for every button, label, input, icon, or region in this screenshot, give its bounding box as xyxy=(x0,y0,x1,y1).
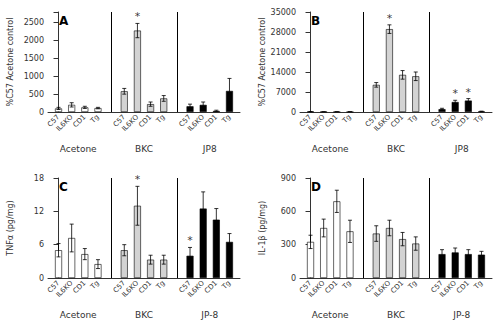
svg-text:JP-8: JP-8 xyxy=(452,310,470,320)
svg-text:*: * xyxy=(466,86,472,99)
svg-text:Tg: Tg xyxy=(406,113,419,126)
svg-text:BKC: BKC xyxy=(387,144,405,154)
svg-text:*: * xyxy=(187,234,193,247)
svg-text:C57: C57 xyxy=(363,113,380,129)
svg-text:D: D xyxy=(311,180,321,194)
svg-text:CD1: CD1 xyxy=(72,113,88,129)
svg-text:*: * xyxy=(135,173,141,186)
svg-text:Acetone: Acetone xyxy=(312,310,349,320)
svg-text:Tg: Tg xyxy=(472,113,485,126)
svg-text:BKC: BKC xyxy=(135,144,153,154)
svg-text:TNFα (pg/mg): TNFα (pg/mg) xyxy=(6,200,15,256)
svg-text:JP8: JP8 xyxy=(202,144,217,154)
svg-text:A: A xyxy=(59,14,69,28)
svg-text:C57: C57 xyxy=(429,113,445,129)
svg-text:Tg: Tg xyxy=(88,113,101,126)
svg-text:IL6KO: IL6KO xyxy=(438,279,458,299)
svg-text:C57: C57 xyxy=(177,279,193,295)
svg-text:2000: 2000 xyxy=(24,36,44,45)
svg-text:Tg: Tg xyxy=(154,113,167,126)
svg-text:IL6KO: IL6KO xyxy=(306,279,327,299)
svg-text:CD1: CD1 xyxy=(324,279,340,295)
svg-text:C57: C57 xyxy=(111,279,128,295)
svg-text:6: 6 xyxy=(39,240,44,249)
svg-text:Tg: Tg xyxy=(340,279,353,292)
svg-text:1500: 1500 xyxy=(24,54,44,63)
svg-text:600: 600 xyxy=(281,207,296,216)
svg-text:C57: C57 xyxy=(177,113,193,129)
svg-text:18: 18 xyxy=(34,174,44,183)
svg-text:C57: C57 xyxy=(298,279,314,295)
svg-text:CD1: CD1 xyxy=(389,279,405,295)
svg-text:CD1: CD1 xyxy=(455,279,471,295)
svg-text:7000: 7000 xyxy=(276,88,296,97)
svg-text:0: 0 xyxy=(39,108,44,117)
svg-text:Acetone: Acetone xyxy=(60,144,97,154)
svg-text:JP8: JP8 xyxy=(454,144,469,154)
svg-text:IL6KO: IL6KO xyxy=(372,113,393,133)
svg-text:0: 0 xyxy=(291,274,296,283)
svg-text:CD1: CD1 xyxy=(203,279,219,295)
svg-text:IL6KO: IL6KO xyxy=(372,279,393,299)
svg-text:Tg: Tg xyxy=(220,279,233,292)
svg-text:Tg: Tg xyxy=(472,279,485,292)
svg-text:IL6KO: IL6KO xyxy=(306,113,327,133)
svg-text:21000: 21000 xyxy=(271,48,296,57)
svg-text:CD1: CD1 xyxy=(455,113,471,129)
svg-text:14000: 14000 xyxy=(271,68,296,77)
svg-text:IL6KO: IL6KO xyxy=(120,113,141,133)
svg-text:JP-8: JP-8 xyxy=(200,310,218,320)
svg-text:0: 0 xyxy=(39,274,44,283)
svg-text:*: * xyxy=(387,12,393,25)
svg-text:CD1: CD1 xyxy=(324,113,340,129)
svg-text:500: 500 xyxy=(29,90,44,99)
svg-text:Tg: Tg xyxy=(154,279,167,292)
svg-text:35000: 35000 xyxy=(271,8,296,17)
svg-text:C: C xyxy=(59,180,68,194)
svg-text:C57: C57 xyxy=(298,113,314,129)
svg-text:CD1: CD1 xyxy=(203,113,219,129)
svg-text:CD1: CD1 xyxy=(137,279,153,295)
svg-text:C57: C57 xyxy=(46,279,62,295)
svg-text:%C57 Acetone control: %C57 Acetone control xyxy=(258,18,267,107)
svg-text:Tg: Tg xyxy=(406,279,419,292)
svg-text:C57: C57 xyxy=(363,279,380,295)
svg-text:Tg: Tg xyxy=(220,113,233,126)
svg-text:Tg: Tg xyxy=(88,279,101,292)
svg-text:%C57 Acetone control: %C57 Acetone control xyxy=(6,18,15,107)
svg-text:B: B xyxy=(311,14,320,28)
svg-text:Tg: Tg xyxy=(340,113,353,126)
svg-text:CD1: CD1 xyxy=(389,113,405,129)
svg-text:IL6KO: IL6KO xyxy=(438,113,458,133)
svg-text:12: 12 xyxy=(34,207,44,216)
svg-text:Acetone: Acetone xyxy=(60,310,97,320)
svg-text:1000: 1000 xyxy=(24,72,44,81)
svg-text:BKC: BKC xyxy=(387,310,405,320)
svg-text:28000: 28000 xyxy=(271,28,296,37)
svg-text:CD1: CD1 xyxy=(137,113,153,129)
svg-text:Acetone: Acetone xyxy=(312,144,349,154)
svg-text:BKC: BKC xyxy=(135,310,153,320)
svg-text:IL6KO: IL6KO xyxy=(120,279,141,299)
svg-text:*: * xyxy=(452,87,458,100)
svg-text:C57: C57 xyxy=(46,113,62,129)
svg-text:IL6KO: IL6KO xyxy=(186,279,206,299)
svg-text:C57: C57 xyxy=(111,113,128,129)
svg-text:IL6KO: IL6KO xyxy=(54,279,75,299)
svg-text:IL-1β (pg/mg): IL-1β (pg/mg) xyxy=(258,201,267,255)
svg-text:2500: 2500 xyxy=(24,18,44,27)
svg-text:C57: C57 xyxy=(429,279,445,295)
svg-text:0: 0 xyxy=(291,108,296,117)
svg-text:IL6KO: IL6KO xyxy=(54,113,75,133)
svg-text:*: * xyxy=(135,10,141,23)
svg-text:CD1: CD1 xyxy=(72,279,88,295)
svg-text:300: 300 xyxy=(281,240,296,249)
svg-text:IL6KO: IL6KO xyxy=(186,113,206,133)
svg-text:900: 900 xyxy=(281,174,296,183)
